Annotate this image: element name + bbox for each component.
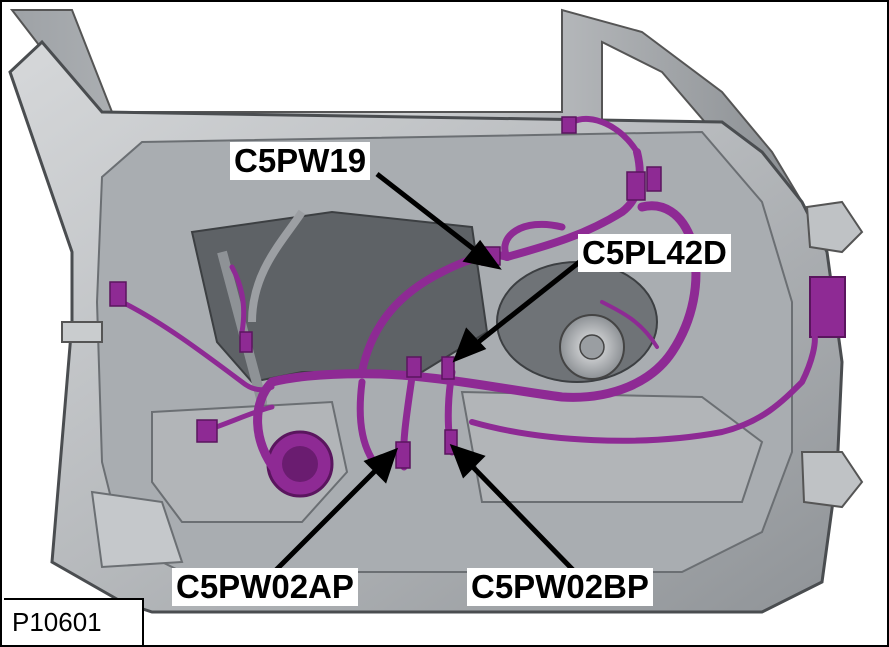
harness-connectors [109,116,662,469]
callout-c5pw02ap: C5PW02AP [172,568,358,606]
lower-hinge [800,451,864,509]
door-latch [61,321,103,343]
callout-c5pl42d: C5PL42D [578,234,731,272]
window-opening [190,210,489,384]
bottom-panel [90,490,184,569]
check-strap [809,276,846,338]
window-frame [9,8,804,203]
lower-panel-right [460,390,764,503]
upper-hinge [805,200,864,254]
figure-id-label: P10601 [4,598,144,645]
callout-c5pw02bp: C5PW02BP [467,568,653,606]
callout-c5pw19: C5PW19 [230,142,371,180]
leader-arrows [270,172,584,576]
